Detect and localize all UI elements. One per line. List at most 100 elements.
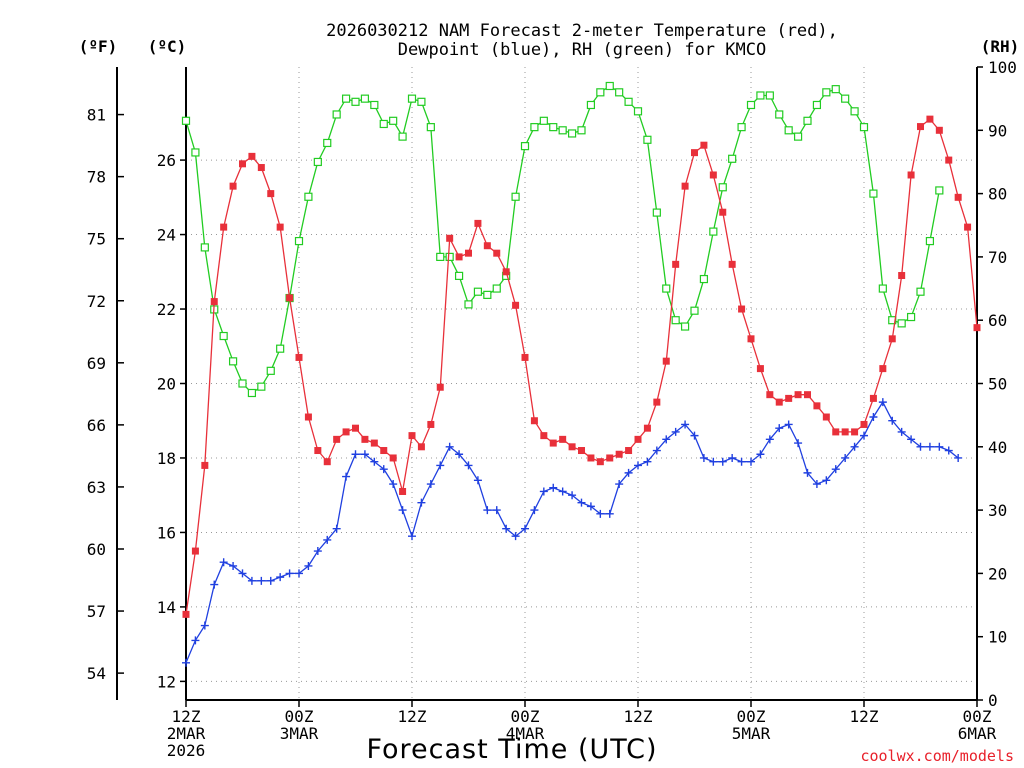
x-tick-label: 00Z bbox=[963, 707, 992, 726]
dewpoint-point bbox=[445, 442, 454, 451]
temperature-point bbox=[794, 391, 802, 399]
rh-point bbox=[445, 252, 454, 261]
temperature-point bbox=[888, 335, 896, 343]
temperature-point bbox=[352, 424, 359, 432]
temperature-point bbox=[898, 272, 906, 280]
rh-point bbox=[398, 132, 407, 141]
x-tick-label: 2MAR bbox=[167, 724, 206, 743]
rh-point bbox=[473, 287, 483, 296]
chart-title-line1: 2026030212 NAM Forecast 2-meter Temperat… bbox=[326, 21, 838, 41]
rh-tick-label: 20 bbox=[988, 564, 1007, 583]
dewpoint-point bbox=[916, 442, 925, 451]
temperature-point bbox=[681, 182, 689, 190]
dewpoint-point bbox=[907, 435, 916, 444]
rh-tick-label: 80 bbox=[988, 185, 1007, 204]
rh-point bbox=[219, 331, 228, 341]
dewpoint-point bbox=[643, 457, 652, 466]
dewpoint-point bbox=[238, 569, 247, 578]
rh-tick-label: 10 bbox=[988, 628, 1007, 647]
dewpoint-point bbox=[257, 576, 266, 585]
rh-point bbox=[313, 157, 322, 167]
temperature-point bbox=[653, 398, 661, 406]
dewpoint-point bbox=[671, 427, 680, 436]
temperature-point bbox=[512, 301, 520, 309]
dewpoint-point bbox=[247, 576, 256, 585]
dewpoint-point bbox=[831, 465, 840, 474]
rh-point bbox=[878, 284, 887, 293]
rh-point bbox=[181, 116, 191, 125]
temperature-point bbox=[964, 223, 972, 231]
fahrenheit-tick-label: 54 bbox=[87, 664, 106, 683]
dewpoint-point bbox=[634, 461, 642, 470]
chart-title-line2: Dewpoint (blue), RH (green) for KMCO bbox=[398, 40, 766, 60]
dewpoint-point bbox=[954, 453, 963, 462]
rh-point bbox=[793, 132, 803, 141]
dewpoint-point bbox=[558, 487, 567, 496]
rh-point bbox=[690, 306, 699, 315]
rh-point bbox=[332, 110, 341, 119]
temperature-point bbox=[672, 260, 680, 268]
axes bbox=[116, 66, 983, 707]
dewpoint-point bbox=[605, 509, 614, 518]
rh-point bbox=[925, 236, 935, 246]
dewpoint-point bbox=[775, 424, 784, 433]
dewpoint-point bbox=[709, 457, 718, 466]
dewpoint-point bbox=[897, 427, 906, 436]
x-axis-label: Forecast Time (UTC) bbox=[366, 734, 657, 765]
dewpoint-point bbox=[549, 483, 558, 492]
dewpoint-point bbox=[464, 461, 473, 470]
dewpoint-point bbox=[530, 506, 539, 515]
x-tick-label: 00Z bbox=[737, 707, 766, 726]
dewpoint-point bbox=[690, 431, 699, 440]
temperature-point bbox=[747, 335, 755, 343]
rh-point bbox=[200, 243, 209, 252]
temperature-point bbox=[417, 443, 425, 451]
rh-point bbox=[549, 123, 558, 132]
rh-point bbox=[680, 322, 690, 331]
dewpoint-point bbox=[662, 435, 671, 444]
rh-point bbox=[577, 126, 586, 135]
dewpoint-point bbox=[935, 442, 944, 451]
rh-point bbox=[266, 366, 275, 375]
dewpoint-point bbox=[765, 435, 774, 444]
temperature-point bbox=[643, 424, 651, 432]
celsius-tick-label: 14 bbox=[157, 598, 176, 617]
celsius-tick-label: 16 bbox=[157, 523, 176, 542]
rh-point bbox=[718, 183, 727, 192]
temperature-point bbox=[295, 353, 303, 361]
temperature-point bbox=[333, 435, 341, 443]
temperature-point bbox=[700, 141, 708, 149]
rh-point bbox=[897, 319, 906, 328]
temperature-point bbox=[587, 454, 595, 462]
rh-point bbox=[652, 208, 661, 217]
rh-point bbox=[539, 116, 548, 125]
temperature-point bbox=[182, 610, 190, 618]
rh-point bbox=[756, 91, 765, 100]
temperature-point bbox=[239, 160, 246, 168]
x-tick-label: 5MAR bbox=[732, 724, 771, 743]
temperature-point bbox=[201, 461, 209, 469]
temperature-point bbox=[389, 454, 397, 462]
dewpoint-point bbox=[426, 480, 435, 489]
dewpoint-point bbox=[398, 506, 407, 515]
temperature-point bbox=[229, 182, 237, 190]
temperature-point bbox=[719, 208, 727, 216]
rh-point bbox=[671, 316, 680, 325]
temperature-point bbox=[286, 294, 294, 302]
rh-point bbox=[294, 236, 304, 246]
temperature-point bbox=[832, 428, 840, 436]
gridlines bbox=[186, 67, 977, 700]
rh-tick-label: 70 bbox=[988, 248, 1007, 267]
temperature-point bbox=[370, 439, 378, 447]
temperature-point bbox=[380, 447, 388, 455]
temperature-point bbox=[935, 126, 943, 134]
fahrenheit-tick-label: 78 bbox=[87, 168, 106, 187]
temperature-point bbox=[502, 268, 510, 276]
temperature-point bbox=[436, 383, 444, 391]
rh-point bbox=[454, 271, 464, 280]
dewpoint-point bbox=[681, 420, 690, 429]
dewpoint-point bbox=[436, 461, 445, 470]
rh-tick-label: 100 bbox=[988, 58, 1017, 77]
x-tick-label: 12Z bbox=[398, 707, 427, 726]
